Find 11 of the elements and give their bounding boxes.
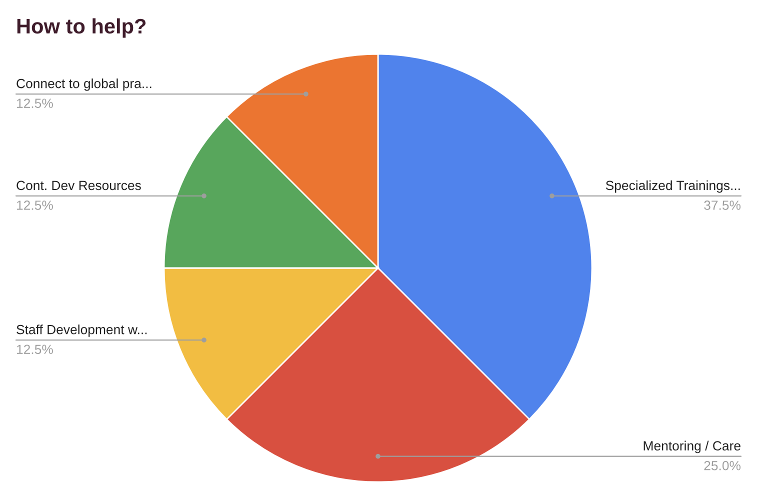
slice-label: Specialized Trainings...: [606, 180, 740, 193]
slice-label: Staff Development w...: [16, 324, 147, 337]
data-label: 25.0%: [704, 460, 741, 470]
data-label: 37.5%: [704, 200, 741, 210]
data-label: 12.5%: [17, 98, 53, 108]
chart-title: How to help?: [17, 18, 146, 38]
data-label: 12.5%: [17, 344, 53, 354]
slice-label: Mentoring / Care: [644, 440, 740, 454]
data-label: 12.5%: [17, 200, 53, 210]
slice-label: Connect to global pra...: [16, 78, 152, 91]
slice-label: Cont. Dev Resources: [16, 180, 141, 190]
